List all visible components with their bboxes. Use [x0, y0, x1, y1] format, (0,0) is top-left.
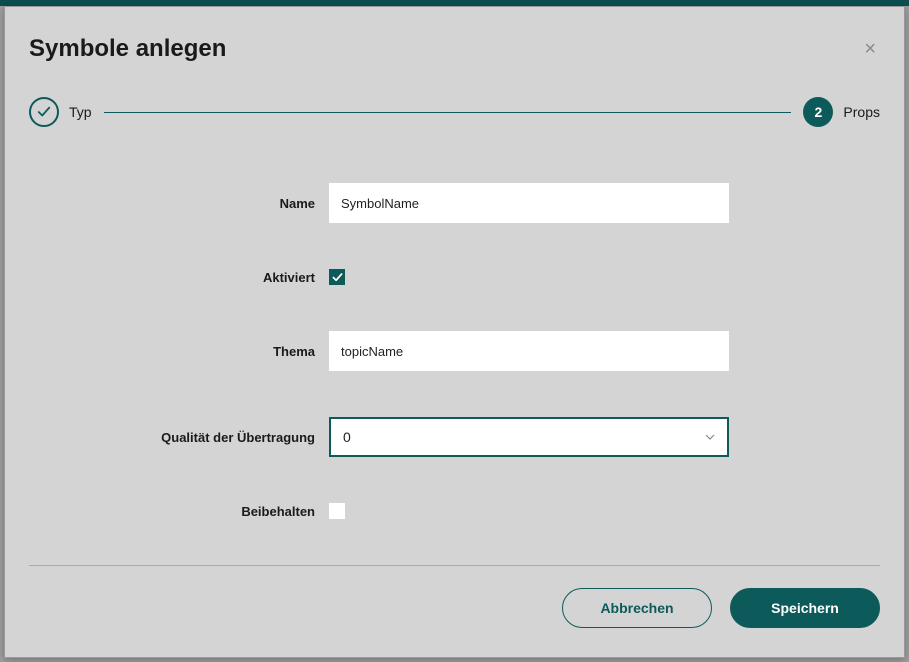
modal-footer: Abbrechen Speichern — [5, 566, 904, 650]
row-name: Name — [29, 183, 880, 223]
step-type[interactable]: Typ — [29, 97, 92, 127]
label-name: Name — [29, 196, 329, 211]
name-input[interactable] — [329, 183, 729, 223]
row-retain: Beibehalten — [29, 503, 880, 519]
qos-select[interactable]: 0 — [329, 417, 729, 457]
chevron-down-icon — [705, 431, 715, 443]
step-type-label: Typ — [69, 104, 92, 120]
qos-value: 0 — [343, 429, 351, 445]
save-button[interactable]: Speichern — [730, 588, 880, 628]
topic-input[interactable] — [329, 331, 729, 371]
wizard-stepper: Typ 2 Props — [5, 63, 904, 127]
step-props-label: Props — [843, 104, 880, 120]
label-topic: Thema — [29, 344, 329, 359]
label-activated: Aktiviert — [29, 270, 329, 285]
label-retain: Beibehalten — [29, 504, 329, 519]
create-symbols-modal: Symbole anlegen × Typ 2 Props Name Aktiv… — [4, 6, 905, 658]
close-icon[interactable]: × — [860, 35, 880, 63]
save-button-label: Speichern — [771, 600, 839, 616]
modal-title: Symbole anlegen — [29, 35, 226, 63]
row-topic: Thema — [29, 331, 880, 371]
cancel-button-label: Abbrechen — [600, 600, 673, 616]
check-icon — [29, 97, 59, 127]
cancel-button[interactable]: Abbrechen — [562, 588, 712, 628]
step-number-badge: 2 — [803, 97, 833, 127]
row-qos: Qualität der Übertragung 0 — [29, 417, 880, 457]
row-activated: Aktiviert — [29, 269, 880, 285]
activated-checkbox[interactable] — [329, 269, 345, 285]
form: Name Aktiviert Thema Qualität der Übertr… — [5, 127, 904, 519]
label-qos: Qualität der Übertragung — [29, 430, 329, 445]
step-props[interactable]: 2 Props — [803, 97, 880, 127]
modal-header: Symbole anlegen × — [5, 7, 904, 63]
retain-checkbox[interactable] — [329, 503, 345, 519]
step-connector — [104, 112, 792, 113]
